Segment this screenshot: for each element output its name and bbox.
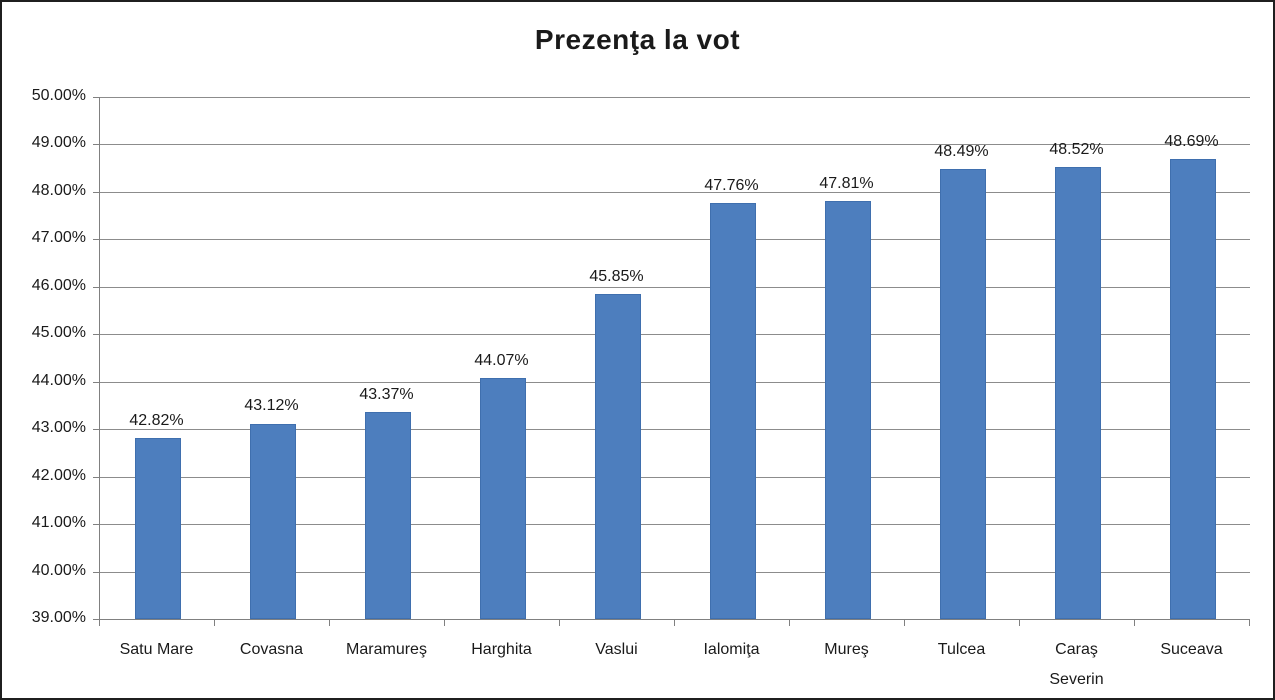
value-label: 48.52% xyxy=(1049,141,1104,159)
gridline xyxy=(100,286,1250,288)
bar xyxy=(939,168,986,619)
y-axis-label: 44.00% xyxy=(31,371,86,389)
bar xyxy=(134,437,181,619)
x-axis-tick xyxy=(559,620,560,626)
y-axis-tick xyxy=(93,429,99,431)
x-axis-tick xyxy=(444,620,445,626)
y-axis-label: 47.00% xyxy=(31,229,86,247)
value-label: 43.12% xyxy=(244,397,299,415)
gridline xyxy=(100,144,1250,146)
y-axis-tick xyxy=(93,619,99,620)
y-axis-tick xyxy=(93,97,99,98)
x-axis-label: Caraş Severin xyxy=(1049,641,1104,688)
x-axis-label: Vaslui xyxy=(595,641,638,658)
x-axis-tick xyxy=(1134,620,1135,626)
bar xyxy=(709,203,756,619)
bar xyxy=(594,293,641,619)
gridline xyxy=(100,476,1250,478)
x-axis-label: Ialomiţa xyxy=(703,641,760,658)
plot-area xyxy=(99,97,1250,620)
x-axis-tick xyxy=(904,620,905,626)
x-axis-label: Tulcea xyxy=(937,641,986,658)
x-axis-label: Covasna xyxy=(239,641,304,658)
y-axis-tick xyxy=(93,239,99,241)
x-axis-tick xyxy=(789,620,790,626)
y-axis-tick xyxy=(93,191,99,193)
y-axis-label: 43.00% xyxy=(31,419,86,437)
value-label: 43.37% xyxy=(359,385,414,403)
x-axis-tick xyxy=(674,620,675,626)
value-label: 47.76% xyxy=(704,177,759,195)
value-label: 48.69% xyxy=(1164,133,1219,151)
y-axis-tick xyxy=(93,144,99,146)
y-axis-tick xyxy=(93,286,99,288)
value-label: 47.81% xyxy=(819,174,874,192)
gridline xyxy=(100,191,1250,193)
y-axis-tick xyxy=(93,476,99,478)
y-axis-label: 45.00% xyxy=(31,324,86,342)
y-axis-label: 40.00% xyxy=(31,561,86,579)
gridline xyxy=(100,524,1250,526)
y-axis-label: 50.00% xyxy=(31,87,86,104)
y-axis-label: 41.00% xyxy=(31,514,86,532)
y-axis-label: 46.00% xyxy=(31,276,86,294)
bar xyxy=(249,423,296,619)
x-axis-label: Suceava xyxy=(1160,641,1223,658)
x-axis-tick xyxy=(99,620,100,626)
value-label: 42.82% xyxy=(129,411,184,429)
x-axis-tick xyxy=(1019,620,1020,626)
y-axis-label: 42.00% xyxy=(31,466,86,484)
value-label: 48.49% xyxy=(934,142,989,160)
y-axis-tick xyxy=(93,571,99,573)
gridline xyxy=(100,334,1250,336)
gridline xyxy=(100,571,1250,573)
x-axis-tick xyxy=(1249,620,1250,626)
bar xyxy=(824,200,871,619)
y-axis-label: 49.00% xyxy=(31,134,86,152)
bar xyxy=(1169,159,1216,619)
gridline xyxy=(100,381,1250,383)
y-axis-label: 39.00% xyxy=(31,609,86,626)
y-axis-label: 48.00% xyxy=(31,181,86,199)
gridline xyxy=(100,429,1250,431)
x-axis-tick xyxy=(214,620,215,626)
x-axis-label: Maramureş xyxy=(346,641,427,658)
gridline xyxy=(100,239,1250,241)
x-axis-tick xyxy=(329,620,330,626)
y-axis-tick xyxy=(93,524,99,526)
x-axis-label: Harghita xyxy=(471,641,532,658)
y-axis-tick xyxy=(93,381,99,383)
x-axis-label: Satu Mare xyxy=(119,641,194,658)
chart-title: Prezenţa la vot xyxy=(534,24,741,55)
value-label: 44.07% xyxy=(474,352,529,370)
bar xyxy=(364,411,411,619)
bar xyxy=(1054,167,1101,619)
bar xyxy=(479,378,526,619)
gridline xyxy=(100,97,1250,98)
y-axis-tick xyxy=(93,334,99,336)
x-axis-label: Mureş xyxy=(824,641,869,658)
value-label: 45.85% xyxy=(589,267,644,285)
